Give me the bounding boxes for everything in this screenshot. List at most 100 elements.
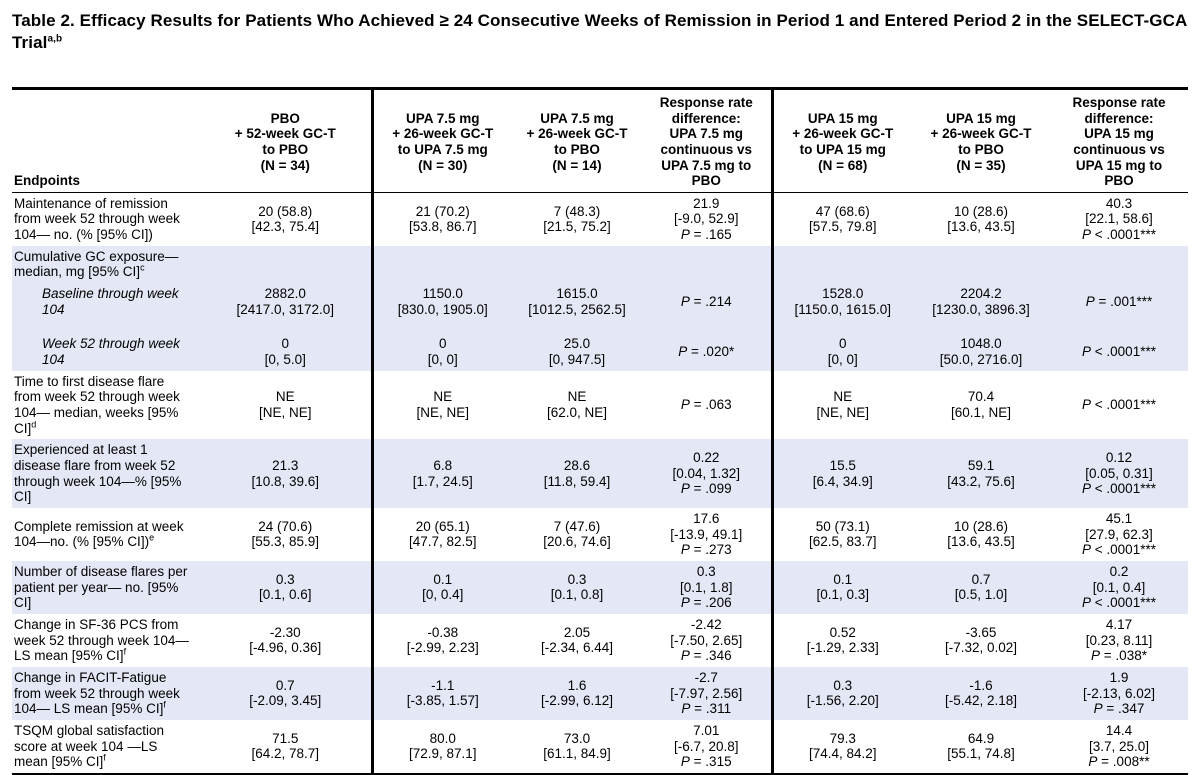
cell-line: [0, 0] [827, 352, 858, 368]
data-cell: 2.05 [-2.34, 6.44] [512, 614, 642, 667]
cell-line: 1150.0 [422, 286, 463, 302]
data-cell: P = .063 [642, 371, 772, 440]
cell-line: [50.0, 2716.0] [939, 352, 1023, 368]
cell-line: [0, 0] [427, 352, 458, 368]
cell-line: 0.2 [1109, 563, 1129, 579]
table-body: Maintenance of remission from week 52 th… [12, 192, 1188, 774]
cell-line: P = .038* [1091, 648, 1147, 664]
cell-line: 21.9 [693, 195, 720, 211]
table-title: Table 2. Efficacy Results for Patients W… [12, 10, 1188, 55]
cell-line: [53.8, 86.7] [408, 219, 477, 235]
cell-line: 1.9 [1109, 669, 1129, 685]
column-header-line: UPA 15 mg [946, 110, 1016, 126]
cell-line: [1012.5, 2562.5] [528, 301, 626, 317]
row-complete-remission: Complete remission at week 104—no. (% [9… [12, 507, 1188, 561]
data-cell: 0.3 [0.1, 1.8] P = .206 [642, 561, 772, 614]
cell-line: [43.2, 75.6] [947, 473, 1015, 489]
data-cell [642, 246, 772, 283]
data-cell: 24 (70.6) [55.3, 85.9] [200, 508, 372, 561]
data-cell: 73.0 [61.1, 84.9] [512, 720, 642, 774]
cell-line: -1.1 [431, 677, 455, 693]
cell-line: [22.1, 58.6] [1085, 211, 1153, 227]
cell-line: [57.5, 79.8] [808, 219, 877, 235]
cell-line: [13.6, 43.5] [947, 534, 1015, 550]
column-header-line: (N = 68) [818, 157, 868, 173]
data-cell: 0.22 [0.04, 1.32] P = .099 [642, 439, 772, 508]
cell-line: [27.9, 62.3] [1085, 526, 1153, 542]
cell-line: 17.6 [693, 510, 720, 526]
cell-line: P = .165 [680, 227, 732, 243]
row-time-to-flare: Time to first disease flare from week 52… [12, 370, 1188, 440]
endpoint-label: Cumulative GC exposure— median, mg [95% … [14, 248, 179, 280]
cell-line: [-3.85, 1.57] [406, 693, 479, 709]
cell-line: [NE, NE] [416, 405, 469, 421]
column-header-line: UPA 7.5 mg [405, 110, 480, 126]
cell-line: 20 (58.8) [258, 203, 313, 219]
column-header-line: to PBO [262, 141, 309, 157]
data-cell: P = .020* [642, 333, 772, 370]
cell-line: [830.0, 1905.0] [397, 301, 488, 317]
column-header: Response rate difference: UPA 7.5 mg contin… [642, 88, 772, 193]
data-cell: 7 (47.6) [20.6, 74.6] [512, 508, 642, 561]
cell-line: [72.9, 87.1] [408, 746, 477, 762]
cell-line: 25.0 [563, 336, 591, 352]
cell-line: [47.7, 82.5] [408, 534, 477, 550]
cell-line: 80.0 [429, 730, 456, 746]
cell-line: [0.1, 0.4] [1092, 579, 1146, 595]
cell-line: 0.22 [693, 450, 720, 466]
column-header: UPA 7.5 mg + 26-week GC-T to UPA 7.5 mg (N … [370, 88, 512, 193]
cell-line: [-13.9, 49.1] [670, 526, 743, 542]
data-cell: 2882.0 [2417.0, 3172.0] [200, 283, 372, 333]
data-cell: 0.3 [0.1, 0.6] [200, 561, 372, 614]
cell-line: [11.8, 59.4] [543, 473, 611, 489]
cell-line: [-5.42, 2.18] [944, 693, 1018, 709]
data-cell: P < .0001*** [1050, 333, 1188, 370]
cell-line: 21.3 [272, 458, 299, 473]
cell-line: 20 (65.1) [415, 518, 470, 534]
cell-line: [-7.32, 0.02] [944, 640, 1018, 656]
cell-line: -1.6 [969, 677, 993, 693]
efficacy-table: Endpoints PBO + 52-week GC-T to PBO (N = 34… [12, 86, 1188, 775]
cell-line: [-1.56, 2.20] [806, 693, 879, 709]
data-cell: 0 [0, 0] [770, 333, 912, 371]
footnote-marker: c [140, 262, 145, 273]
cell-line: 47 (68.6) [815, 203, 870, 219]
cell-line: 24 (70.6) [258, 518, 313, 534]
cell-line: 2204.2 [960, 286, 1002, 302]
data-cell: 21 (70.2) [53.8, 86.7] [370, 192, 512, 246]
cell-line: [-7.50, 2.65] [670, 632, 743, 648]
cell-line: [-7.97, 2.56] [670, 685, 743, 701]
cell-line: P < .0001*** [1082, 344, 1156, 360]
cell-line: [2417.0, 3172.0] [236, 301, 335, 317]
endpoint-label: TSQM global satisfaction score at week 1… [14, 722, 165, 770]
cell-line: [3.7, 25.0] [1088, 738, 1150, 754]
cell-line: 0.1 [433, 571, 453, 587]
column-header-line: (N = 35) [956, 157, 1006, 173]
cell-line: [20.6, 74.6] [543, 534, 611, 550]
footnote-marker: e [149, 532, 155, 543]
data-cell: 25.0 [0, 947.5] [512, 333, 642, 370]
cell-line: [-4.96, 0.36] [249, 640, 322, 656]
cell-line: [0.1, 0.3] [816, 587, 870, 603]
cell-line: [-2.99, 2.23] [406, 640, 479, 656]
data-cell: 10 (28.6) [13.6, 43.5] [912, 508, 1050, 561]
data-cell: 71.5 [64.2, 78.7] [200, 720, 372, 774]
row-tsqm: TSQM global satisfaction score at week 1… [12, 719, 1188, 774]
cell-line: P = .001*** [1085, 293, 1153, 309]
cell-line: 7.01 [693, 722, 720, 738]
data-cell: NE [62.0, NE] [512, 371, 642, 440]
data-cell: 79.3 [74.4, 84.2] [770, 719, 912, 774]
data-cell: 64.9 [55.1, 74.8] [912, 720, 1050, 774]
data-cell: 0.3 [0.1, 0.8] [512, 561, 642, 614]
data-cell: 1615.0 [1012.5, 2562.5] [512, 283, 642, 333]
cell-line: 0 [438, 336, 447, 352]
cell-line: P = .063 [680, 397, 732, 413]
column-header: UPA 15 mg + 26-week GC-T to UPA 15 mg (N = … [770, 88, 912, 193]
column-header-line: UPA 15 mg to [1075, 157, 1163, 173]
cell-line: 70.4 [967, 389, 995, 405]
data-cell [512, 246, 642, 283]
data-cell: -1.6 [-5.42, 2.18] [912, 667, 1050, 720]
data-cell: 20 (58.8) [42.3, 75.4] [200, 192, 372, 245]
data-cell: -1.1 [-3.85, 1.57] [370, 666, 512, 720]
